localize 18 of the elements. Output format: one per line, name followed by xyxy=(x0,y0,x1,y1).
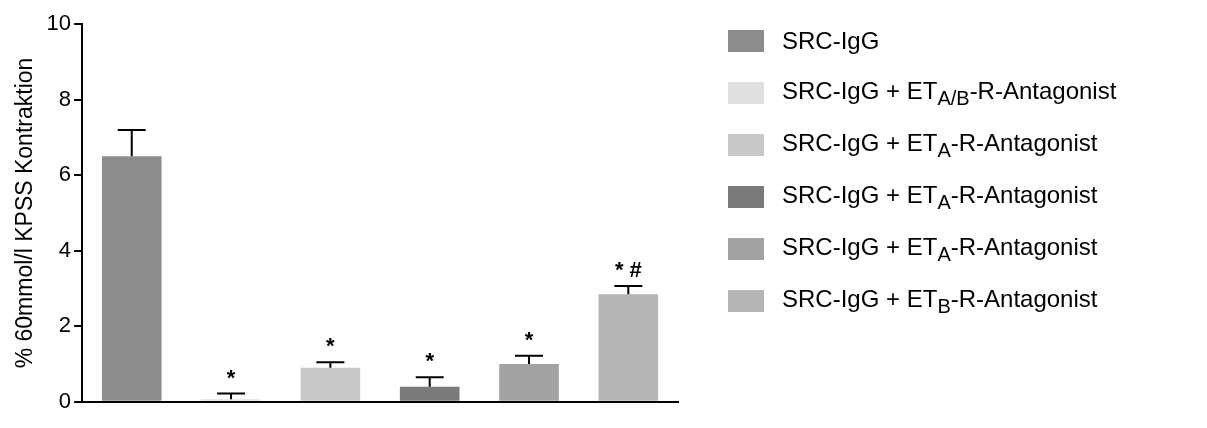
data-label: * xyxy=(226,364,236,390)
y-tick-label: 4 xyxy=(58,236,72,262)
data-label: * # xyxy=(614,256,642,282)
y-tick-label: 0 xyxy=(58,387,72,413)
y-tick-label: 8 xyxy=(58,85,72,111)
legend-label: SRC-IgG + ET$_{B}$-R-Antagonist xyxy=(782,284,1098,318)
data-label: * xyxy=(524,326,534,352)
legend-label: SRC-IgG + ET$_{A/B}$-R-Antagonist xyxy=(782,76,1117,110)
legend-label: SRC-IgG xyxy=(782,27,880,55)
y-tick-label: 6 xyxy=(58,161,72,187)
legend-label: SRC-IgG + ET$_{A}$-R-Antagonist xyxy=(782,128,1098,162)
y-tick-label: 2 xyxy=(58,312,72,338)
data-label: * xyxy=(425,348,435,374)
y-tick-label: 10 xyxy=(46,10,72,36)
legend-label: SRC-IgG + ET$_{A}$-R-Antagonist xyxy=(782,180,1098,214)
data-label: * xyxy=(326,333,336,359)
legend-label: SRC-IgG + ET$_{A}$-R-Antagonist xyxy=(782,232,1098,266)
y-axis-title: % 60mmol/l KPSS Kontraktion xyxy=(11,57,38,369)
